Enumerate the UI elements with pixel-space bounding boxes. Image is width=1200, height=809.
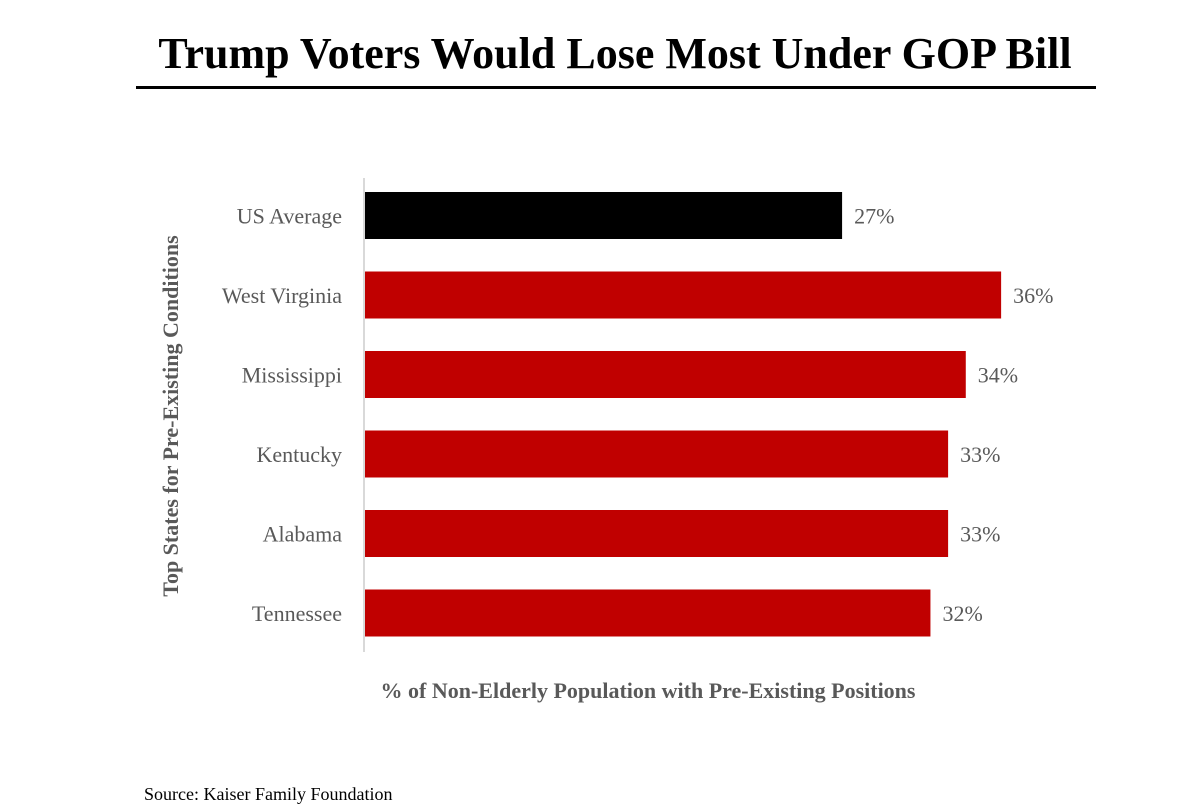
bar-chart: Top States for Pre-Existing Conditions U…: [158, 178, 1053, 703]
chart-title: Trump Voters Would Lose Most Under GOP B…: [158, 29, 1072, 78]
category-label: Mississippi: [242, 363, 342, 388]
data-label: 32%: [942, 601, 982, 626]
bar-alabama: [365, 510, 949, 557]
title-underline: [136, 86, 1096, 89]
bar-tennessee: [365, 589, 931, 637]
bar-mississippi: [365, 351, 966, 398]
category-label: US Average: [237, 204, 342, 229]
bar-us-average: [365, 192, 843, 239]
source-note: Source: Kaiser Family Foundation: [144, 784, 393, 804]
data-label: 36%: [1013, 283, 1053, 308]
data-label: 33%: [960, 442, 1000, 467]
x-axis-label: % of Non-Elderly Population with Pre-Exi…: [381, 678, 916, 703]
bar-west-virginia: [365, 271, 1002, 319]
data-label: 34%: [978, 363, 1018, 388]
category-label: Kentucky: [256, 442, 342, 467]
bar-kentucky: [365, 430, 949, 478]
category-label: West Virginia: [222, 283, 342, 308]
y-axis-label: Top States for Pre-Existing Conditions: [158, 235, 183, 597]
data-label: 27%: [854, 204, 894, 229]
bars-group: US Average 27% West Virginia 36% Mississippi…: [222, 192, 1053, 637]
category-label: Alabama: [263, 522, 343, 547]
data-label: 33%: [960, 522, 1000, 547]
category-label: Tennessee: [252, 601, 342, 626]
